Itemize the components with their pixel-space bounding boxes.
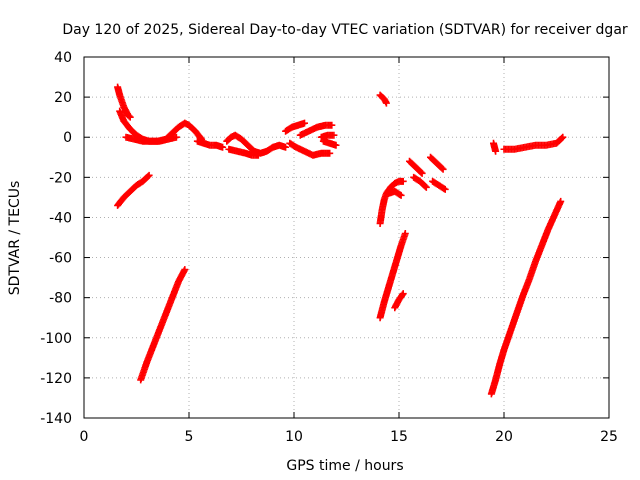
data-point — [441, 185, 449, 193]
y-tick-label: 40 — [54, 50, 72, 66]
data-point — [559, 133, 567, 141]
data-point — [421, 182, 429, 190]
data-points — [114, 83, 567, 398]
data-point — [332, 141, 340, 149]
data-point — [144, 172, 152, 180]
data-point — [301, 119, 308, 127]
data-point — [326, 149, 334, 157]
data-point — [126, 113, 134, 121]
y-tick-label: 20 — [54, 90, 72, 106]
data-point — [401, 229, 409, 237]
data-point — [172, 133, 180, 141]
data-point — [440, 185, 448, 193]
data-point — [382, 99, 390, 107]
data-point — [492, 147, 500, 155]
y-tick-label: -100 — [40, 331, 72, 347]
data-point — [398, 291, 406, 299]
x-axis: 0 5 10 15 20 25 — [80, 57, 618, 445]
data-point — [219, 143, 227, 151]
data-point — [254, 151, 262, 159]
data-point — [439, 165, 447, 173]
y-tick-label: -20 — [49, 170, 72, 186]
grid — [84, 57, 609, 418]
data-point — [145, 171, 153, 179]
chart-title: Day 120 of 2025, Sidereal Day-to-day VTE… — [62, 22, 628, 38]
y-tick-label: -140 — [40, 411, 72, 427]
data-point — [399, 290, 407, 298]
x-axis-title: GPS time / hours — [286, 458, 403, 474]
plot-frame — [83, 56, 610, 419]
data-point — [282, 143, 290, 151]
data-point — [125, 112, 133, 120]
y-tick-label: -80 — [49, 291, 72, 307]
data-point — [438, 164, 446, 172]
y-axis-title: SDTVAR / TECUs — [7, 181, 23, 296]
x-tick-label: 25 — [600, 429, 618, 445]
data-point — [557, 197, 565, 205]
data-point — [417, 168, 425, 176]
y-tick-label: -40 — [49, 210, 72, 226]
x-tick-label: 15 — [390, 429, 408, 445]
data-point — [418, 169, 426, 177]
data-point — [328, 121, 336, 129]
x-tick-label: 10 — [285, 429, 303, 445]
data-point — [181, 266, 189, 274]
y-tick-label: 0 — [63, 130, 72, 146]
x-tick-label: 0 — [80, 429, 89, 445]
data-point — [558, 134, 566, 142]
y-axis: -140 -120 -100 -80 -60 -40 -20 0 20 40 — [40, 50, 609, 427]
x-tick-label: 5 — [185, 429, 194, 445]
y-tick-label: -120 — [40, 371, 72, 387]
data-point — [399, 177, 407, 185]
y-tick-label: -60 — [49, 251, 72, 267]
data-point — [397, 191, 405, 199]
data-point — [330, 131, 338, 139]
data-point — [396, 191, 404, 199]
data-point — [422, 183, 430, 191]
x-tick-label: 20 — [495, 429, 513, 445]
